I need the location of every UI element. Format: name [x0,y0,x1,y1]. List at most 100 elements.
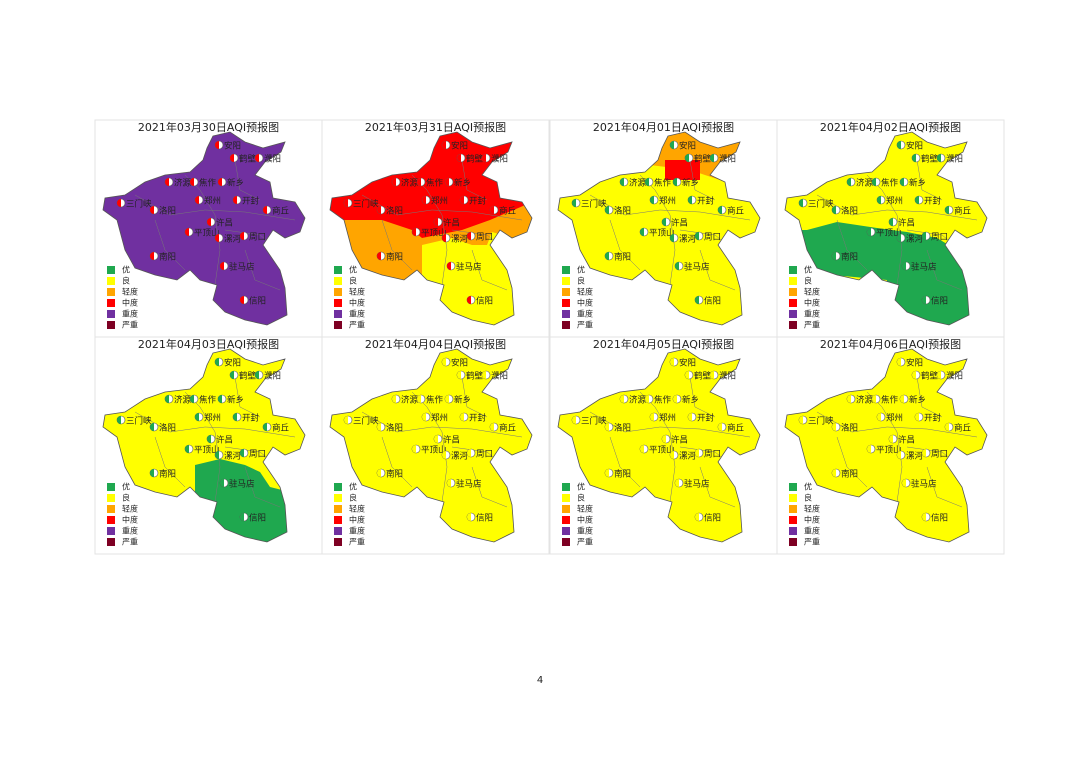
legend-swatch [334,516,342,524]
panel-title: 2021年04月02日AQI预报图 [820,120,961,134]
city-label: 周口 [704,450,721,460]
legend-swatch [562,505,570,513]
city-label: 洛阳 [841,423,858,434]
city-marker-half [412,228,416,236]
city-label: 鹤壁 [921,371,939,382]
legend-label: 中度 [349,515,365,525]
legend-swatch [334,299,342,307]
city-marker-half [945,206,949,214]
legend-swatch [334,494,342,502]
city-marker-half [377,252,381,260]
city-marker-half [832,423,836,431]
city-marker-half [185,445,189,453]
panel-title: 2021年03月31日AQI预报图 [365,120,506,134]
city-marker-half [467,232,471,240]
city-marker-half [422,413,426,421]
city-marker-half [460,196,464,204]
city-marker-half [490,423,494,431]
city-label: 新乡 [909,178,926,189]
legend-label: 中度 [577,298,593,308]
city-marker-half [695,449,699,457]
city-label: 济源 [401,178,419,189]
city-marker-half [685,371,689,379]
city-marker-half [640,445,644,453]
city-marker-half [605,206,609,214]
legend-label: 优 [577,482,585,492]
legend-label: 重度 [122,526,138,536]
city-marker-half [872,395,876,403]
province-fill [785,349,987,542]
city-label: 焦作 [426,178,444,189]
city-label: 安阳 [679,141,696,152]
city-marker-half [240,296,244,304]
legend-swatch [107,299,115,307]
city-label: 平顶山 [421,445,447,456]
legend-label: 良 [349,493,357,503]
city-label: 新乡 [454,395,471,406]
city-marker-half [670,451,674,459]
city-marker-half [900,178,904,186]
city-marker-half [912,154,916,162]
city-label: 洛阳 [614,206,631,217]
city-marker-half [650,413,654,421]
city-marker-half [640,228,644,236]
city-label: 漯河 [224,451,242,462]
legend-label: 优 [122,482,130,492]
city-label: 南阳 [841,469,858,480]
city-label: 焦作 [654,395,672,406]
city-marker-half [922,296,926,304]
city-marker-half [832,252,836,260]
city-label: 三门峡 [581,199,607,210]
city-marker-half [605,469,609,477]
city-marker-half [710,154,714,162]
page-number: 4 [537,675,543,686]
city-label: 漯河 [451,451,469,462]
city-marker-half [902,479,906,487]
legend-label: 严重 [577,537,593,547]
city-marker-half [220,262,224,270]
legend-label: 重度 [122,309,138,319]
city-label: 三门峡 [808,199,834,210]
city-label: 信阳 [704,296,721,307]
legend-label: 良 [804,276,812,286]
city-marker-half [572,199,576,207]
legend-swatch [107,505,115,513]
legend-swatch [789,299,797,307]
legend-label: 中度 [349,298,365,308]
city-label: 鹤壁 [239,371,257,382]
city-marker-half [218,395,222,403]
legend-swatch [562,299,570,307]
city-label: 许昌 [443,435,460,446]
borders [361,159,523,291]
city-marker-half [605,423,609,431]
city-marker-half [710,371,714,379]
city-marker-half [695,513,699,521]
legend-swatch [334,288,342,296]
city-label: 商丘 [272,423,290,434]
legend-label: 良 [122,276,130,286]
city-marker-half [150,469,154,477]
city-marker-half [434,435,438,443]
city-marker-half [263,423,267,431]
city-label: 濮阳 [264,371,281,382]
legend-swatch [562,321,570,329]
city-label: 濮阳 [491,154,508,165]
panel-title: 2021年04月04日AQI预报图 [365,337,506,351]
city-label: 洛阳 [159,206,176,217]
city-label: 驻马店 [684,262,710,273]
city-label: 平顶山 [649,228,675,239]
city-label: 开封 [924,413,942,424]
legend-swatch [334,321,342,329]
legend-swatch [562,494,570,502]
legend-swatch [562,527,570,535]
city-marker-half [670,141,674,149]
province-outline [557,348,761,543]
city-label: 开封 [469,196,487,207]
city-marker-half [482,371,486,379]
city-marker-half [937,371,941,379]
city-label: 漯河 [679,451,697,462]
legend-label: 优 [349,265,357,275]
legend-label: 良 [122,493,130,503]
city-marker-half [688,196,692,204]
